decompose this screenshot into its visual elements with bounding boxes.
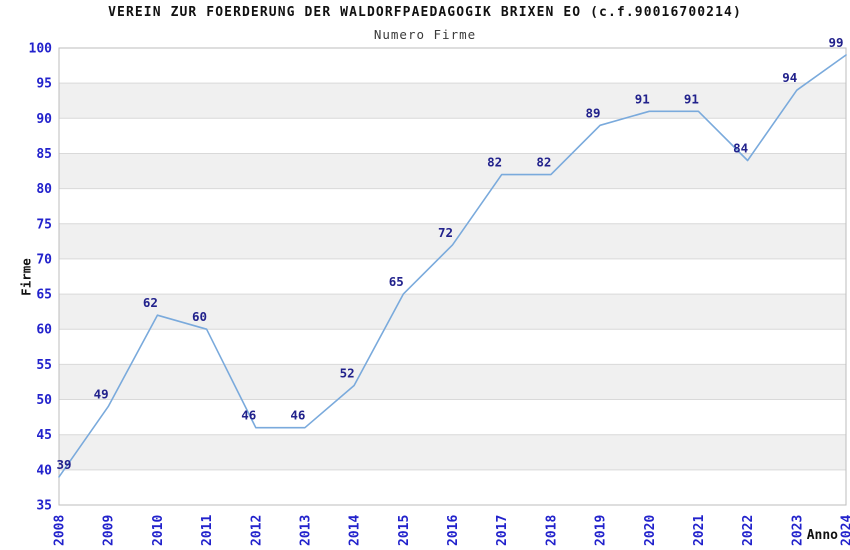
data-label: 62 — [143, 295, 158, 310]
chart-title: VEREIN ZUR FOERDERUNG DER WALDORFPAEDAGO… — [108, 5, 742, 20]
x-tick-label: 2009 — [102, 515, 117, 546]
data-label: 72 — [438, 225, 453, 240]
data-label: 39 — [56, 457, 71, 472]
data-label: 84 — [733, 140, 748, 155]
y-tick-label: 95 — [36, 77, 52, 92]
x-tick-label: 2010 — [151, 515, 166, 546]
data-label: 89 — [586, 105, 601, 120]
data-label: 99 — [828, 35, 843, 50]
plot-band — [59, 364, 846, 400]
plot-band — [59, 223, 846, 259]
data-label: 46 — [290, 408, 305, 423]
plot-border — [58, 47, 847, 506]
y-tick-label: 80 — [36, 182, 52, 197]
x-tick-label: 2017 — [495, 515, 510, 546]
data-label: 60 — [192, 309, 207, 324]
plot-band — [59, 294, 846, 330]
x-tick-label: 2013 — [298, 515, 313, 546]
data-label: 46 — [241, 408, 256, 423]
x-tick-label: 2022 — [741, 515, 756, 546]
x-tick-label: 2018 — [544, 515, 559, 546]
data-label: 82 — [487, 155, 502, 170]
y-tick-label: 85 — [36, 147, 52, 162]
data-label: 49 — [94, 387, 109, 402]
chart-subtitle: Numero Firme — [373, 27, 477, 42]
series-line — [58, 54, 847, 478]
x-tick-label: 2021 — [692, 515, 707, 546]
plot-band — [59, 434, 846, 470]
x-tick-label: 2014 — [348, 515, 363, 546]
y-tick-label: 100 — [29, 42, 53, 57]
y-tick-label: 50 — [36, 393, 52, 408]
plot-band — [59, 83, 846, 119]
y-tick-label: 60 — [36, 323, 52, 338]
x-tick-label: 2012 — [249, 515, 264, 546]
x-axis-title: Anno — [806, 528, 838, 543]
data-label: 65 — [389, 274, 404, 289]
data-label: 52 — [340, 365, 355, 380]
x-tick-label: 2024 — [840, 515, 850, 546]
y-tick-label: 65 — [36, 288, 52, 303]
y-tick-label: 40 — [36, 463, 52, 478]
x-tick-label: 2008 — [53, 515, 68, 546]
x-tick-label: 2020 — [643, 515, 658, 546]
y-tick-label: 35 — [36, 499, 52, 514]
y-axis-title: Firme — [18, 258, 34, 296]
data-label: 94 — [782, 70, 797, 85]
y-tick-label: 70 — [36, 252, 52, 267]
y-tick-label: 55 — [36, 358, 52, 373]
plot-band — [59, 153, 846, 189]
x-tick-label: 2015 — [397, 515, 412, 546]
x-tick-label: 2023 — [790, 515, 805, 546]
y-tick-label: 45 — [36, 428, 52, 443]
x-tick-label: 2016 — [446, 515, 461, 546]
data-label: 91 — [635, 91, 650, 106]
data-label: 82 — [536, 155, 551, 170]
data-label: 91 — [684, 91, 699, 106]
y-tick-label: 75 — [36, 217, 52, 232]
x-tick-label: 2019 — [594, 515, 609, 546]
x-tick-label: 2011 — [200, 515, 215, 546]
y-tick-label: 90 — [36, 112, 52, 127]
